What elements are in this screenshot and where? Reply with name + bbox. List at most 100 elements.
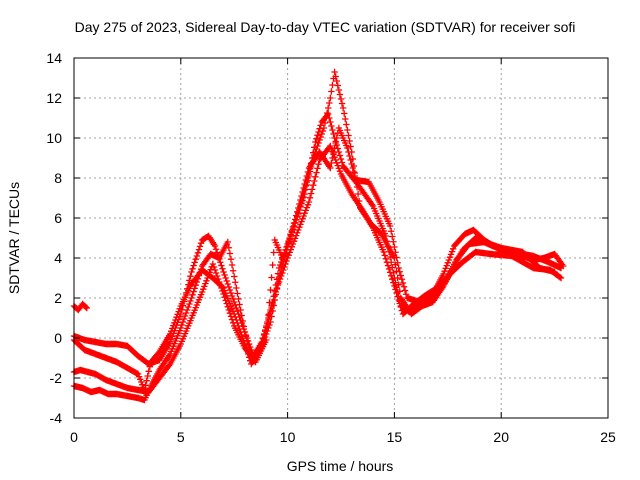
data-point (328, 159, 335, 167)
data-point (289, 226, 297, 233)
data-point (381, 252, 388, 259)
data-point (323, 109, 331, 117)
data-point (221, 271, 228, 279)
data-point (557, 264, 565, 272)
data-point (212, 269, 220, 277)
data-point (263, 330, 270, 338)
data-point (179, 318, 187, 326)
data-point (444, 259, 451, 266)
data-point (171, 319, 178, 326)
data-point (174, 311, 181, 318)
data-point (226, 250, 234, 257)
data-point (224, 303, 231, 310)
data-point (382, 255, 390, 262)
data-point (142, 382, 149, 389)
data-point (269, 307, 276, 315)
data-point (170, 322, 177, 329)
data-point (306, 194, 314, 201)
data-point (346, 152, 353, 160)
data-point (312, 148, 319, 156)
data-point (393, 268, 400, 275)
data-point (211, 242, 219, 250)
data-point (314, 132, 321, 139)
data-point (212, 246, 220, 253)
data-point (395, 281, 402, 288)
data-point (287, 233, 295, 240)
data-point (324, 104, 332, 112)
data-point (169, 325, 176, 332)
data-point (311, 177, 318, 185)
data-point (390, 238, 397, 245)
data-point (227, 289, 235, 297)
data-point (304, 201, 312, 208)
data-point (229, 267, 237, 274)
x-tick-label: 5 (177, 429, 185, 445)
y-tick-label: 14 (46, 50, 62, 66)
data-point (277, 266, 285, 274)
data-point (82, 303, 89, 311)
data-point (303, 181, 311, 189)
y-tick-label: 12 (46, 90, 62, 106)
data-point (389, 264, 396, 271)
data-point (234, 290, 241, 297)
data-point (394, 293, 401, 300)
data-point (391, 282, 398, 290)
data-point (352, 176, 360, 184)
data-point (177, 324, 184, 332)
data-point (228, 292, 236, 300)
data-point (222, 297, 229, 304)
data-point (244, 341, 252, 349)
data-point (442, 265, 449, 272)
data-point (218, 262, 225, 269)
data-point (186, 277, 193, 284)
data-point (324, 110, 332, 118)
data-point (229, 295, 237, 303)
data-point (227, 256, 235, 263)
data-point (319, 127, 327, 135)
data-point (173, 314, 180, 321)
data-point (380, 248, 387, 256)
data-point (447, 251, 455, 258)
data-point (300, 194, 307, 201)
data-point (285, 252, 292, 259)
data-point (299, 215, 306, 222)
data-point (345, 132, 352, 139)
data-point (303, 204, 311, 211)
data-point (298, 200, 305, 207)
data-point (166, 338, 174, 346)
data-point (315, 128, 322, 136)
data-point (306, 168, 314, 175)
y-tick-label: 0 (54, 330, 62, 346)
data-point (393, 289, 400, 297)
data-point (263, 336, 270, 344)
data-point (205, 272, 212, 279)
data-point (189, 291, 196, 298)
data-point (267, 318, 274, 326)
data-point (337, 95, 345, 103)
data-point (332, 139, 339, 147)
data-point (175, 308, 182, 315)
data-point (302, 186, 309, 193)
data-point (390, 279, 397, 286)
data-point (231, 310, 238, 318)
data-point (333, 134, 340, 142)
data-point (200, 286, 207, 293)
data-point (386, 222, 394, 230)
data-point (341, 110, 348, 117)
data-point (332, 156, 339, 164)
data-point (194, 275, 202, 282)
data-point (337, 155, 345, 163)
data-point (217, 281, 224, 289)
data-point (330, 149, 337, 157)
data-point (295, 226, 302, 234)
data-point (144, 372, 151, 380)
data-point (216, 278, 223, 286)
data-point (270, 302, 277, 309)
data-point (329, 148, 336, 155)
data-point (273, 285, 281, 293)
data-point (187, 297, 194, 305)
data-point (318, 130, 325, 138)
data-point (231, 273, 238, 280)
data-point (219, 265, 226, 272)
data-point (176, 305, 183, 312)
